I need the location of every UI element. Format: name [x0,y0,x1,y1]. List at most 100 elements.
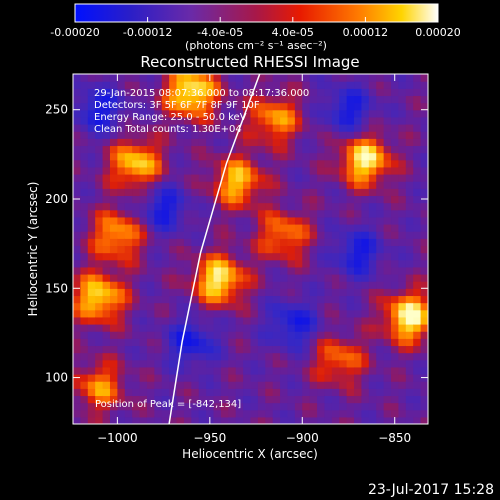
heatmap-cell [302,345,311,354]
heatmap-cell [220,74,229,82]
heatmap-cell [146,202,155,211]
heatmap-cell [220,338,229,347]
heatmap-cell [302,102,311,111]
heatmap-cell [346,116,355,125]
heatmap-cell [331,138,340,147]
heatmap-cell [346,381,355,389]
heatmap-cell [169,381,178,389]
heatmap-cell [95,338,104,347]
heatmap-cell [220,402,229,411]
heatmap-cell [235,274,244,282]
heatmap-cell [346,159,355,168]
heatmap-cell [331,309,340,318]
heatmap-cell [109,74,118,82]
heatmap-cell [109,338,118,347]
heatmap-cell [257,331,266,339]
heatmap-cell [346,138,355,147]
heatmap-cell [280,331,289,339]
heatmap-cell [302,252,311,261]
heatmap-cell [265,88,274,97]
heatmap-cell [405,388,414,397]
heatmap-cell [124,266,133,275]
heatmap-cell [257,181,266,189]
heatmap-cell [413,131,422,139]
heatmap-cell [132,416,141,424]
heatmap-cell [250,374,259,382]
heatmap-cell [368,216,377,225]
heatmap-cell [213,331,222,339]
heatmap-cell [331,181,340,189]
heatmap-cell [95,81,104,89]
heatmap-cell [324,274,333,282]
heatmap-cell [161,131,170,139]
heatmap-cell [287,352,296,361]
heatmap-cell [109,402,118,411]
heatmap-cell [302,88,311,97]
heatmap-cell [324,231,333,239]
heatmap-cell [73,174,81,182]
heatmap-cell [95,259,104,268]
heatmap-cell [257,245,266,254]
heatmap-cell [80,345,89,354]
heatmap-cell [287,74,296,82]
heatmap-cell [383,166,392,175]
heatmap-cell [405,274,414,282]
heatmap-cell [346,324,355,332]
heatmap-cell [257,302,266,311]
heatmap-cell [146,416,155,424]
heatmap-cell [132,288,141,297]
heatmap-cell [161,409,170,418]
heatmap-cell [302,159,311,168]
heatmap-cell [183,138,192,147]
heatmap-cell [139,374,148,382]
heatmap-cell [302,81,311,89]
heatmap-cell [361,259,370,268]
heatmap-cell [176,416,185,424]
heatmap-cell [176,188,185,197]
heatmap-cell [243,338,252,347]
heatmap-cell [391,195,400,204]
heatmap-cell [361,381,370,389]
heatmap-cell [73,152,81,161]
heatmap-cell [361,374,370,382]
heatmap-cell [235,252,244,261]
heatmap-cell [339,74,348,82]
heatmap-cell [339,381,348,389]
heatmap-cell [117,188,126,197]
heatmap-cell [257,231,266,239]
heatmap-cell [213,366,222,375]
heatmap-cell [206,302,215,311]
heatmap-cell [191,338,200,347]
heatmap-cell [169,224,178,232]
heatmap-cell [139,266,148,275]
heatmap-cell [280,274,289,282]
heatmap-cell [398,359,407,368]
heatmap-cell [161,188,170,197]
heatmap-cell [124,252,133,261]
heatmap-cell [368,338,377,347]
heatmap-cell [139,345,148,354]
heatmap-cell [146,359,155,368]
heatmap-cell [73,409,81,418]
heatmap-cell [391,209,400,218]
heatmap-cell [206,152,215,161]
heatmap-cell [87,374,96,382]
heatmap-cell [154,288,163,297]
heatmap-cell [331,274,340,282]
heatmap-cell [354,88,363,97]
heatmap-cell [109,238,118,247]
heatmap-cell [117,124,126,132]
heatmap-cell [413,174,422,182]
heatmap-cell [420,345,428,354]
heatmap-cell [346,81,355,89]
heatmap-cell [383,381,392,389]
heatmap-cell [287,274,296,282]
heatmap-cell [405,259,414,268]
heatmap-cell [405,131,414,139]
heatmap-cell [213,416,222,424]
heatmap-cell [87,109,96,118]
heatmap-cell [317,309,326,318]
heatmap-cell [339,238,348,247]
heatmap-cell [317,374,326,382]
heatmap-cell [169,416,178,424]
